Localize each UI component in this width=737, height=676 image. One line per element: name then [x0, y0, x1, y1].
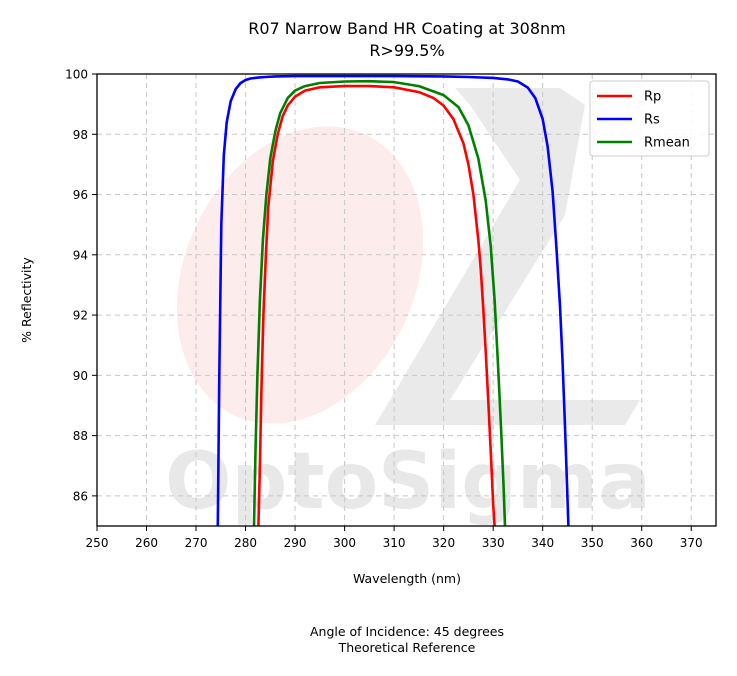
x-tick-label: 360 [630, 536, 653, 550]
chart-title: R07 Narrow Band HR Coating at 308nm [248, 19, 566, 38]
legend-label-rp: Rp [644, 90, 661, 105]
y-tick-label: 98 [73, 128, 88, 142]
x-tick-label: 330 [482, 536, 505, 550]
legend-box [589, 80, 710, 157]
y-axis-label: % Reflectivity [19, 257, 34, 343]
x-tick-label: 310 [383, 536, 406, 550]
y-tick-label: 92 [73, 309, 88, 323]
incidence-note: Angle of Incidence: 45 degrees [310, 624, 504, 639]
reference-note: Theoretical Reference [338, 640, 476, 655]
watermark-logo [176, 88, 640, 425]
x-axis-label: Wavelength (nm) [353, 571, 461, 586]
x-tick-label: 300 [333, 536, 356, 550]
x-tick-label: 280 [234, 536, 257, 550]
y-tick-label: 88 [73, 429, 88, 443]
y-tick-label: 90 [73, 369, 88, 383]
x-tick-label: 260 [135, 536, 158, 550]
watermark-ellipse [176, 126, 424, 424]
series-lines [216, 74, 570, 527]
series-line-rmean [252, 79, 507, 527]
legend-label-rmean: Rmean [644, 136, 690, 151]
x-tick-label: 250 [86, 536, 109, 550]
legend: Rp Rs Rmean [589, 80, 710, 157]
y-tick-label: 86 [73, 489, 88, 503]
x-tick-label: 340 [531, 536, 554, 550]
grid [97, 74, 716, 526]
plot-frame [96, 73, 717, 527]
y-tick-label: 96 [73, 188, 88, 202]
watermark-text: OptoSigma [165, 437, 651, 527]
series-line-rp [257, 84, 496, 527]
series-line-rs [216, 74, 570, 527]
x-tick-label: 350 [581, 536, 604, 550]
watermark-z-shape [375, 88, 640, 425]
y-tick-label: 94 [73, 248, 88, 262]
watermark: OptoSigma [165, 88, 651, 527]
legend-label-rs: Rs [644, 113, 660, 128]
y-tick-label: 100 [65, 68, 88, 82]
x-tick-label: 290 [284, 536, 307, 550]
x-tick-label: 320 [432, 536, 455, 550]
chart-subtitle: R>99.5% [369, 41, 444, 60]
axis-ticks: 250 260 270 280 290 300 310 320 330 340 350 360 370 8… [65, 68, 703, 551]
x-tick-label: 270 [185, 536, 208, 550]
x-tick-label: 370 [680, 536, 703, 550]
